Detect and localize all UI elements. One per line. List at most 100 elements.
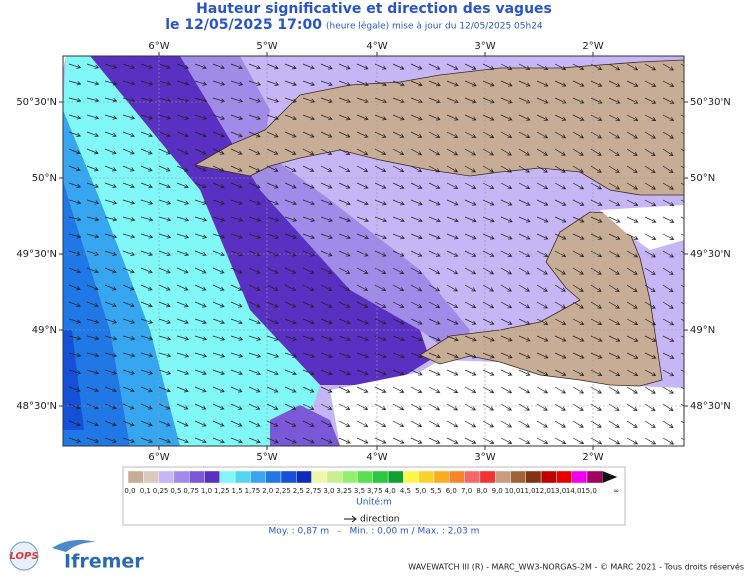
legend-swatch	[127, 470, 144, 484]
legend-label: 15,0	[581, 487, 597, 495]
legend-label: 13,0	[551, 487, 567, 495]
lat-label-left: 49°N	[32, 325, 57, 336]
update-note: (heure légale) mise à jour du 12/05/2025…	[326, 21, 543, 32]
legend-swatch	[418, 470, 435, 484]
legend-label: 0,0	[124, 487, 135, 495]
legend-swatch	[296, 470, 312, 484]
legend-swatch	[280, 470, 297, 484]
lat-label-right: 49°N	[690, 325, 715, 336]
legend-label: 7,0	[461, 487, 472, 495]
map-ticks: 6°W 6°W 5°W 5°W 4°W 4°W 3°W 3°W 2°W 2°W 50°30'N 50°…	[16, 41, 730, 463]
footer: WAVEWATCH III (R) - MARC_WW3-NORGAS-2M -…	[408, 562, 744, 572]
lon-label-bottom: 6°W	[148, 452, 169, 463]
legend-swatch	[250, 470, 266, 484]
lops-logo	[9, 541, 39, 571]
legend-swatch	[219, 470, 236, 484]
legend-swatch	[234, 470, 251, 484]
graticule	[63, 56, 684, 446]
lon-label-bottom: 3°W	[474, 452, 495, 463]
lat-label-left: 49°30'N	[16, 249, 57, 260]
lon-label-bottom: 4°W	[366, 452, 387, 463]
legend-swatch	[158, 470, 175, 484]
legend-label: 5,0	[415, 487, 426, 495]
legend: 0,0 0,1 0,25 0,5 0,75 1,0 1,25 1,5 1,75 2,0 2,25 2,…	[124, 470, 619, 495]
legend-label: 4,0	[385, 487, 396, 495]
map-area	[63, 56, 684, 446]
direction-arrow	[344, 515, 357, 523]
sea-225	[63, 330, 84, 430]
lat-label-left: 50°30'N	[16, 97, 57, 108]
legend-label: 3,25	[336, 487, 352, 495]
legend-swatch	[556, 470, 572, 484]
out-domain	[330, 360, 684, 446]
legend-label: 1,0	[201, 487, 212, 495]
legend-swatch	[433, 470, 450, 484]
land-england	[193, 59, 684, 196]
legend-label: 2,25	[275, 487, 291, 495]
legend-label: 0,75	[183, 487, 199, 495]
lat-label-right: 50°N	[690, 173, 715, 184]
legend-swatch	[173, 470, 190, 484]
lon-label-bottom: 5°W	[256, 452, 277, 463]
lon-label-bottom: 2°W	[582, 452, 603, 463]
legend-label: 12,0	[535, 487, 551, 495]
legend-swatch	[495, 470, 511, 484]
lat-label-right: 49°30'N	[690, 249, 731, 260]
sea-2	[63, 180, 130, 446]
out-domain	[63, 56, 66, 70]
datetime: le 12/05/2025 17:00	[165, 17, 322, 33]
legend-overflow	[602, 471, 618, 483]
legend-label: 10,0	[505, 487, 521, 495]
lops-text: LOPS	[9, 551, 38, 562]
legend-label: 1,5	[232, 487, 243, 495]
legend-swatch	[372, 470, 389, 484]
lon-label-top: 5°W	[256, 41, 277, 52]
wave-arrows	[68, 63, 684, 445]
legend-label: 3,75	[367, 487, 383, 495]
legend-swatch	[204, 470, 221, 484]
legend-swatch	[525, 470, 542, 484]
legend-label: ∞	[613, 487, 619, 495]
legend-swatch	[510, 470, 527, 484]
legend-swatch	[387, 470, 404, 484]
stats: Moy. : 0,87 m - Min. : 0,00 m / Max. : 2…	[269, 527, 480, 537]
legend-label: 2,75	[306, 487, 322, 495]
legend-swatch	[479, 470, 496, 484]
legend-label: 4,5	[400, 487, 411, 495]
lat-label-left: 48°30'N	[16, 401, 57, 412]
legend-swatch	[342, 470, 358, 484]
legend-label: 14,0	[566, 487, 582, 495]
legend-direction: direction	[360, 515, 399, 525]
legend-swatch	[143, 470, 159, 484]
legend-label: 2,0	[262, 487, 273, 495]
legend-unit: Unité:m	[356, 497, 392, 508]
land-cotentin	[419, 211, 663, 387]
out-domain	[600, 205, 684, 250]
lat-label-right: 48°30'N	[690, 401, 731, 412]
legend-label: 11,0	[520, 487, 536, 495]
ifremer-logo	[52, 540, 96, 552]
legend-swatch	[311, 470, 328, 484]
wave-arrow-field	[68, 63, 684, 445]
legend-label: 0,5	[170, 487, 181, 495]
title: Hauteur significative et direction des v…	[196, 1, 552, 17]
legend-label: 5,5	[430, 487, 441, 495]
legend-label: 1,75	[245, 487, 261, 495]
legend-label: 9,0	[492, 487, 503, 495]
lon-label-top: 3°W	[474, 41, 495, 52]
sea-075	[270, 405, 340, 446]
legend-label: 1,25	[214, 487, 230, 495]
lat-label-left: 50°N	[32, 173, 57, 184]
sea-05	[180, 56, 470, 360]
legend-label: 2,5	[293, 487, 304, 495]
legend-swatch	[357, 470, 374, 484]
legend-swatch	[326, 470, 343, 484]
legend-label: 3,5	[354, 487, 365, 495]
lat-label-right: 50°30'N	[690, 97, 731, 108]
lon-label-top: 2°W	[582, 41, 603, 52]
sea-125	[63, 56, 320, 446]
legend-swatch	[403, 470, 419, 484]
legend-swatch	[571, 470, 588, 484]
legend-swatch	[188, 470, 205, 484]
